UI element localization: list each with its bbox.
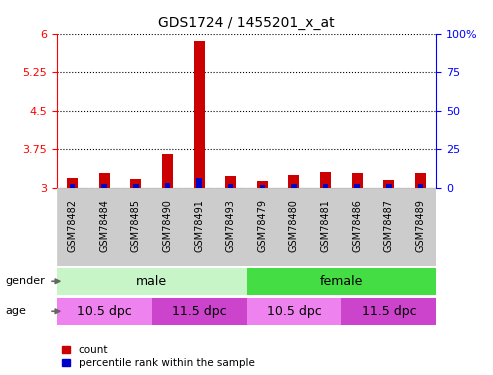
Bar: [341, 298, 436, 325]
Bar: [257, 182, 268, 188]
Text: female: female: [320, 275, 363, 288]
Bar: [259, 185, 265, 188]
Bar: [194, 42, 205, 188]
Text: 11.5 dpc: 11.5 dpc: [361, 305, 416, 318]
Bar: [120, 188, 152, 266]
Bar: [246, 188, 278, 266]
Bar: [386, 184, 391, 188]
Bar: [323, 184, 328, 188]
Bar: [133, 184, 139, 188]
Bar: [291, 184, 297, 188]
Bar: [57, 188, 88, 266]
Text: male: male: [136, 275, 167, 288]
Bar: [215, 188, 246, 266]
Bar: [152, 188, 183, 266]
Bar: [341, 188, 373, 266]
Text: age: age: [5, 306, 26, 316]
Bar: [196, 178, 202, 188]
Bar: [354, 184, 360, 188]
Text: GSM78489: GSM78489: [416, 200, 425, 252]
Bar: [165, 183, 170, 188]
Text: 10.5 dpc: 10.5 dpc: [77, 305, 132, 318]
Bar: [246, 268, 436, 295]
Title: GDS1724 / 1455201_x_at: GDS1724 / 1455201_x_at: [158, 16, 335, 30]
Bar: [384, 180, 394, 188]
Text: gender: gender: [5, 276, 45, 286]
Text: 10.5 dpc: 10.5 dpc: [267, 305, 321, 318]
Text: GSM78491: GSM78491: [194, 200, 204, 252]
Bar: [352, 173, 363, 188]
Bar: [67, 178, 78, 188]
Bar: [415, 173, 426, 188]
Bar: [102, 184, 107, 188]
Bar: [130, 179, 141, 188]
Bar: [288, 175, 299, 188]
Text: GSM78493: GSM78493: [226, 200, 236, 252]
Text: GSM78480: GSM78480: [289, 200, 299, 252]
Bar: [99, 173, 109, 188]
Bar: [405, 188, 436, 266]
Text: GSM78485: GSM78485: [131, 200, 141, 252]
Text: GSM78479: GSM78479: [257, 200, 267, 252]
Bar: [246, 298, 341, 325]
Bar: [225, 176, 236, 188]
Bar: [278, 188, 310, 266]
Bar: [57, 298, 152, 325]
Bar: [70, 184, 75, 188]
Bar: [320, 172, 331, 188]
Text: GSM78487: GSM78487: [384, 200, 394, 252]
Bar: [183, 188, 215, 266]
Bar: [152, 298, 246, 325]
Text: 11.5 dpc: 11.5 dpc: [172, 305, 226, 318]
Bar: [162, 154, 173, 188]
Bar: [228, 184, 234, 188]
Text: GSM78484: GSM78484: [99, 200, 109, 252]
Bar: [88, 188, 120, 266]
Text: GSM78481: GSM78481: [320, 200, 331, 252]
Bar: [418, 184, 423, 188]
Text: GSM78486: GSM78486: [352, 200, 362, 252]
Text: GSM78482: GSM78482: [68, 200, 77, 252]
Bar: [310, 188, 341, 266]
Bar: [373, 188, 405, 266]
Bar: [57, 268, 246, 295]
Legend: count, percentile rank within the sample: count, percentile rank within the sample: [62, 345, 254, 368]
Text: GSM78490: GSM78490: [162, 200, 173, 252]
